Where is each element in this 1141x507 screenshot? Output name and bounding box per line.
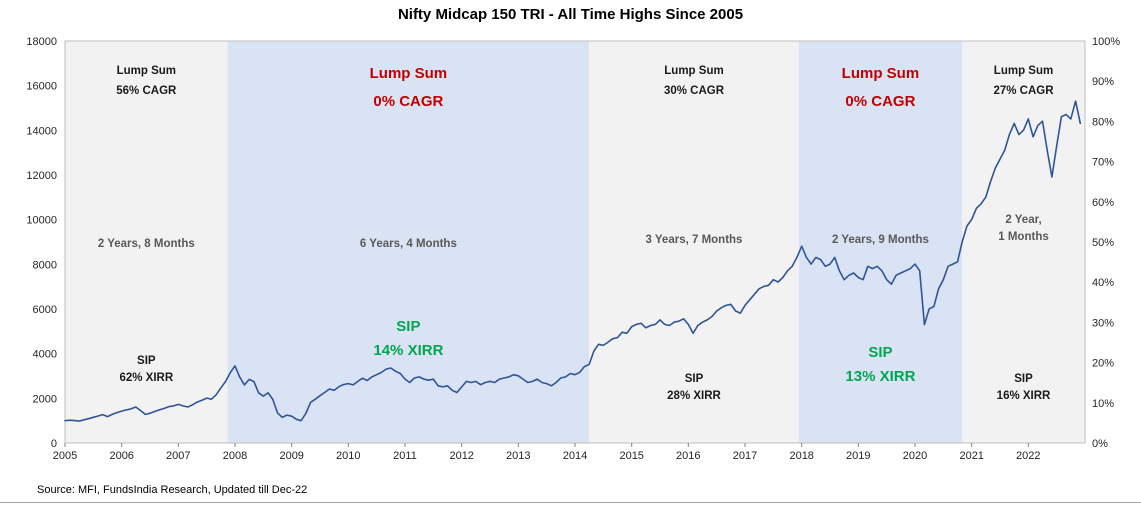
svg-text:14000: 14000 (26, 125, 57, 137)
svg-text:30%: 30% (1092, 317, 1114, 329)
bottom-divider (0, 502, 1141, 503)
svg-text:2013: 2013 (506, 450, 530, 462)
svg-text:18000: 18000 (26, 36, 57, 48)
svg-text:90%: 90% (1092, 76, 1114, 88)
svg-text:70%: 70% (1092, 157, 1114, 169)
svg-text:6000: 6000 (33, 304, 57, 316)
annotation-lumpsum-4: Lump Sum 0% CAGR (841, 65, 920, 110)
annotation-lumpsum-3: Lump Sum 30% CAGR (663, 65, 725, 97)
svg-text:50%: 50% (1092, 237, 1114, 249)
y-axis-left: 0 2000 4000 6000 8000 10000 12000 14000 16000 180… (26, 36, 57, 450)
x-axis: 2005 2006 2007 2008 2009 2010 2011 2012 2013 2014… (53, 443, 1041, 462)
svg-text:2020: 2020 (903, 450, 927, 462)
svg-text:2000: 2000 (33, 393, 57, 405)
svg-text:2008: 2008 (223, 450, 247, 462)
svg-text:80%: 80% (1092, 116, 1114, 128)
annotation-sip-3: SIP 28% XIRR (667, 373, 721, 403)
svg-text:60%: 60% (1092, 197, 1114, 209)
chart-title: Nifty Midcap 150 TRI - All Time Highs Si… (397, 6, 744, 23)
region-1 (65, 41, 228, 443)
annotation-sip-4: SIP 13% XIRR (845, 344, 916, 385)
svg-text:2018: 2018 (789, 450, 813, 462)
svg-text:2009: 2009 (279, 450, 303, 462)
svg-text:100%: 100% (1092, 36, 1120, 48)
annotation-duration-1: 2 Years, 8 Months (97, 238, 195, 250)
svg-text:2010: 2010 (336, 450, 360, 462)
svg-text:0%: 0% (1092, 438, 1108, 450)
annotation-sip-1: SIP 62% XIRR (119, 355, 174, 385)
svg-text:2015: 2015 (619, 450, 643, 462)
svg-text:10%: 10% (1092, 398, 1114, 410)
svg-text:2022: 2022 (1016, 450, 1040, 462)
svg-text:2007: 2007 (166, 450, 190, 462)
svg-text:2021: 2021 (959, 450, 983, 462)
source-note: Source: MFI, FundsIndia Research, Update… (37, 484, 308, 496)
annotation-duration-3: 3 Years, 7 Months (645, 234, 743, 246)
annotation-lumpsum-2: Lump Sum 0% CAGR (369, 65, 448, 110)
svg-text:2006: 2006 (109, 450, 133, 462)
svg-text:16000: 16000 (26, 81, 57, 93)
svg-text:8000: 8000 (33, 259, 57, 271)
annotation-sip-2: SIP 14% XIRR (373, 318, 444, 359)
svg-text:2012: 2012 (449, 450, 473, 462)
svg-text:40%: 40% (1092, 277, 1114, 289)
chart-canvas: 0 2000 4000 6000 8000 10000 12000 14000 16000 180… (26, 36, 1120, 462)
y-axis-right: 0% 10% 20% 30% 40% 50% 60% 70% 80% 90% 100% (1092, 36, 1120, 450)
region-3 (589, 41, 799, 443)
annotation-lumpsum-1: Lump Sum 56% CAGR (116, 65, 177, 97)
svg-text:2005: 2005 (53, 450, 77, 462)
svg-text:2011: 2011 (393, 450, 417, 462)
annotation-sip-5: SIP 16% XIRR (996, 373, 1051, 403)
annotation-duration-2: 6 Years, 4 Months (359, 238, 457, 250)
svg-text:4000: 4000 (33, 349, 57, 361)
svg-text:10000: 10000 (26, 215, 57, 227)
svg-text:2019: 2019 (846, 450, 870, 462)
annotation-duration-5: 2 Year, 1 Months (998, 214, 1049, 243)
region-5 (962, 41, 1085, 443)
svg-text:0: 0 (51, 438, 57, 450)
svg-text:2016: 2016 (676, 450, 700, 462)
region-4 (798, 41, 962, 443)
price-line (64, 100, 1082, 422)
annotation-lumpsum-5: Lump Sum 27% CAGR (993, 65, 1054, 97)
svg-text:2017: 2017 (733, 450, 757, 462)
svg-text:2014: 2014 (563, 450, 587, 462)
svg-text:20%: 20% (1092, 358, 1114, 370)
annotation-duration-4: 2 Years, 9 Months (831, 234, 929, 246)
region-backgrounds (65, 41, 1085, 443)
region-2 (227, 41, 590, 443)
svg-text:12000: 12000 (26, 170, 57, 182)
